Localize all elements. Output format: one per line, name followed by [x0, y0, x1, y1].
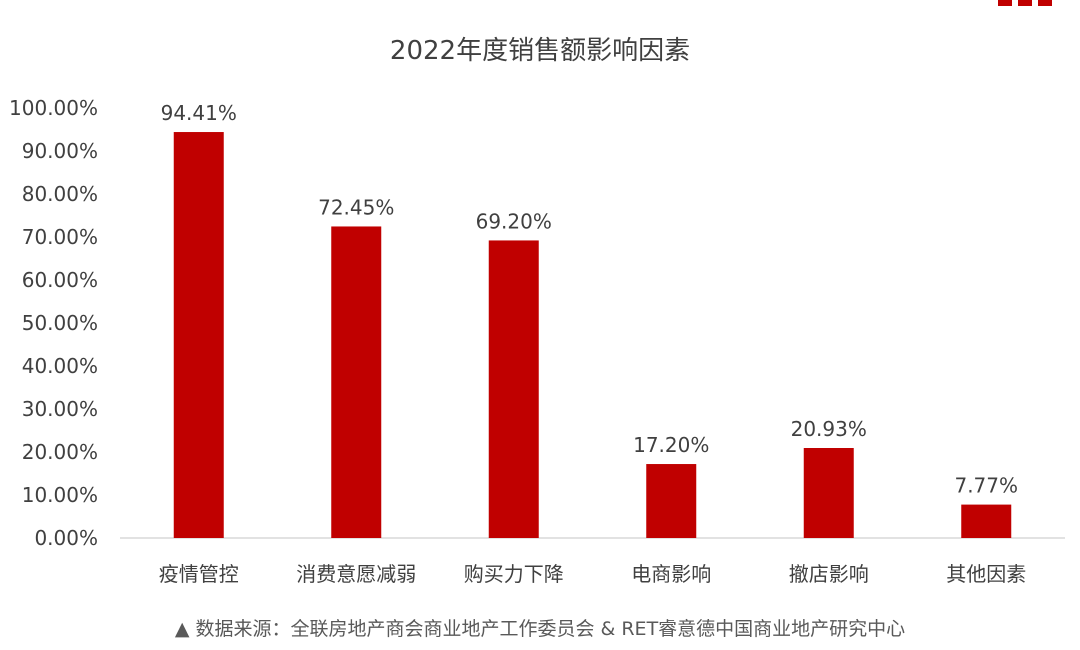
x-category-label: 电商影响	[631, 562, 711, 586]
logo-mark	[998, 0, 1012, 6]
y-tick-label: 100.00%	[9, 96, 98, 120]
x-category-label: 购买力下降	[464, 562, 564, 586]
x-category-label: 疫情管控	[159, 562, 239, 586]
bar	[803, 448, 854, 538]
y-tick-label: 60.00%	[22, 268, 98, 292]
x-category-label: 消费意愿减弱	[296, 562, 416, 586]
x-axis-category-labels: 疫情管控 消费意愿减弱 购买力下降 电商影响 撤店影响 其他因素	[159, 562, 1027, 586]
data-label: 17.20%	[633, 433, 709, 457]
bar	[961, 504, 1012, 538]
y-tick-label: 30.00%	[22, 397, 98, 421]
y-axis-tick-labels: 0.00% 10.00% 20.00% 30.00% 40.00% 50.00% 60.00…	[9, 96, 98, 550]
y-tick-label: 70.00%	[22, 225, 98, 249]
y-tick-label: 0.00%	[34, 526, 98, 550]
brand-logo	[998, 0, 1052, 6]
bar	[646, 464, 697, 538]
bar-series	[173, 132, 1012, 539]
x-category-label: 其他因素	[946, 562, 1026, 586]
bar	[173, 132, 224, 539]
data-label: 20.93%	[791, 417, 867, 441]
logo-mark	[1018, 0, 1032, 6]
x-category-label: 撤店影响	[789, 562, 869, 586]
logo-mark	[1038, 0, 1052, 6]
y-tick-label: 80.00%	[22, 182, 98, 206]
y-tick-label: 20.00%	[22, 440, 98, 464]
data-label: 69.20%	[476, 209, 552, 233]
bar	[488, 240, 539, 538]
source-note: ▲ 数据来源：全联房地产商会商业地产工作委员会 & RET睿意德中国商业地产研究…	[174, 618, 906, 640]
chart-title: 2022年度销售额影响因素	[389, 36, 691, 66]
data-labels: 94.41% 72.45% 69.20% 17.20% 20.93% 7.77%	[161, 101, 1018, 498]
y-tick-label: 50.00%	[22, 311, 98, 335]
y-tick-label: 90.00%	[22, 139, 98, 163]
y-tick-label: 10.00%	[22, 483, 98, 507]
bar-chart: 0.00% 10.00% 20.00% 30.00% 40.00% 50.00% 60.00…	[9, 96, 1065, 586]
data-label: 72.45%	[318, 195, 394, 219]
data-label: 94.41%	[161, 101, 237, 125]
bar	[331, 226, 382, 538]
data-label: 7.77%	[954, 474, 1018, 498]
y-tick-label: 40.00%	[22, 354, 98, 378]
